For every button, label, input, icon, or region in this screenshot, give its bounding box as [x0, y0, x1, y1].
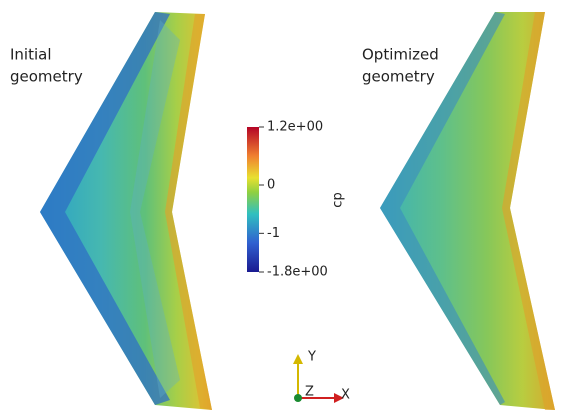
tick-label: 0	[267, 178, 275, 193]
figure: Initial geometry Optimized geometry cp Y…	[0, 0, 573, 415]
axes-triad	[293, 354, 344, 403]
axis-label: Z	[305, 385, 314, 400]
optimized-label: geometry	[362, 68, 435, 86]
colorbar-title: cp	[331, 192, 346, 207]
initial-label: Initial	[10, 46, 52, 64]
tick-label: -1	[267, 226, 280, 241]
tick-label: -1.8e+00	[267, 265, 328, 280]
tick-label: 1.2e+00	[267, 120, 323, 135]
optimized-label: Optimized	[362, 46, 439, 64]
axis-label: X	[341, 388, 350, 403]
axis-label: Y	[307, 350, 316, 365]
colorbar	[247, 127, 259, 272]
initial-label: geometry	[10, 68, 83, 86]
